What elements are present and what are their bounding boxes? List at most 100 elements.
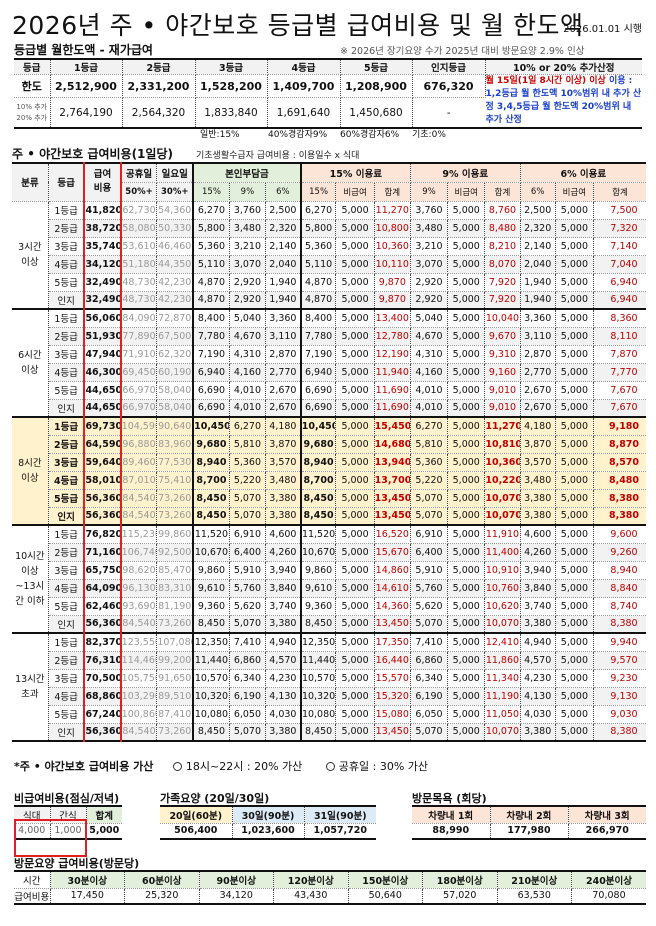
usage15-nonbenefit: 5,000 bbox=[335, 543, 375, 562]
self-15: 10,320 bbox=[192, 687, 230, 706]
usage15-nonbenefit: 5,000 bbox=[335, 471, 375, 490]
self-6: 3,870 bbox=[265, 435, 302, 454]
usage9-nonbenefit: 5,000 bbox=[447, 579, 486, 598]
usage6-total: 7,770 bbox=[593, 363, 646, 382]
usage6-nonbenefit: 5,000 bbox=[555, 669, 595, 688]
sunday-cost: 42,230 bbox=[156, 273, 194, 292]
usage9-total: 10,810 bbox=[484, 435, 521, 454]
limit-extra-value: 2,564,320 bbox=[122, 97, 196, 129]
usage6-nonbenefit: 5,000 bbox=[555, 687, 595, 706]
usage15-nonbenefit: 5,000 bbox=[335, 255, 375, 274]
visit-cost-value: 34,120 bbox=[199, 888, 274, 905]
usage15-nonbenefit: 5,000 bbox=[335, 507, 375, 526]
usage6-nonbenefit: 5,000 bbox=[555, 543, 595, 562]
grade: 인지 bbox=[48, 399, 85, 418]
usage9-total: 8,070 bbox=[484, 255, 521, 274]
table-row: 4등급 34,120 51,180 44,350 5,110 3,070 2,040 5,11… bbox=[12, 255, 646, 274]
self-15: 4,870 bbox=[192, 291, 230, 310]
self-9: 6,340 bbox=[229, 669, 267, 688]
grade: 1등급 bbox=[48, 308, 85, 328]
usage9-fee: 5,070 bbox=[410, 615, 449, 634]
usage6-total: 8,380 bbox=[593, 723, 646, 742]
usage6-nonbenefit: 5,000 bbox=[555, 237, 595, 256]
nb-total: 5,000 bbox=[86, 823, 122, 840]
self-9: 5,220 bbox=[229, 471, 267, 490]
sunday-cost: 75,410 bbox=[156, 471, 194, 490]
subheader-nonbenefit: 비급여 bbox=[555, 182, 595, 202]
self-15: 9,680 bbox=[192, 435, 230, 454]
sunday-cost: 91,650 bbox=[156, 669, 194, 688]
usage15-total: 14,360 bbox=[374, 597, 411, 616]
usage15-nonbenefit: 5,000 bbox=[335, 579, 375, 598]
cost: 44,650 bbox=[83, 399, 122, 418]
sunday-cost: 62,320 bbox=[156, 345, 194, 364]
holiday-cost: 98,620 bbox=[120, 561, 158, 580]
usage15-nonbenefit: 5,000 bbox=[335, 237, 375, 256]
usage9-fee: 6,270 bbox=[410, 416, 449, 436]
self-6: 3,940 bbox=[265, 561, 302, 580]
usage6-total: 7,320 bbox=[593, 219, 646, 238]
surcharge-option-label: 18시~22시 : 20% 가산 bbox=[185, 760, 303, 773]
family-value: 506,400 bbox=[160, 823, 233, 840]
extra-note-blue: 이용 : 1,2등급 월 한도액 10%범위 내 추가 산정 3,4,5등급 월… bbox=[485, 76, 642, 125]
self-15: 12,350 bbox=[192, 632, 230, 652]
self-6: 4,180 bbox=[265, 416, 302, 436]
holiday-cost: 105,750 bbox=[120, 669, 158, 688]
usage9-nonbenefit: 5,000 bbox=[447, 507, 486, 526]
table-row: 4등급 46,300 69,450 60,190 6,940 4,160 2,770 6,94… bbox=[12, 363, 646, 382]
usage15-total: 15,320 bbox=[374, 687, 411, 706]
usage9-nonbenefit: 5,000 bbox=[447, 669, 486, 688]
sunday-cost: 58,040 bbox=[156, 399, 194, 418]
extra-allowance-note: 월 15일(1일 8시간 이상) 이상 이용 : 1,2등급 월 한도액 10%… bbox=[485, 74, 642, 129]
self-9: 6,190 bbox=[229, 687, 267, 706]
holiday-cost: 114,460 bbox=[120, 651, 158, 670]
self-6: 3,570 bbox=[265, 453, 302, 472]
self-9: 6,050 bbox=[229, 705, 267, 724]
sunday-cost: 42,230 bbox=[156, 291, 194, 310]
usage6-total: 8,360 bbox=[593, 308, 646, 328]
grade: 1등급 bbox=[48, 524, 85, 544]
limit-extra-value: 1,833,840 bbox=[195, 97, 268, 129]
sunday-cost: 50,330 bbox=[156, 219, 194, 238]
usage9-fee: 3,070 bbox=[410, 255, 449, 274]
cost: 59,640 bbox=[83, 453, 122, 472]
usage9-nonbenefit: 5,000 bbox=[447, 237, 486, 256]
usage15-total: 16,520 bbox=[374, 524, 411, 544]
bath-header: 차량내 3회 bbox=[568, 806, 646, 824]
sunday-cost: 73,260 bbox=[156, 507, 194, 526]
self-9: 5,070 bbox=[229, 615, 267, 634]
holiday-cost: 103,290 bbox=[120, 687, 158, 706]
sunday-cost: 99,860 bbox=[156, 524, 194, 544]
usage6-nonbenefit: 5,000 bbox=[555, 255, 595, 274]
usage9-nonbenefit: 5,000 bbox=[447, 453, 486, 472]
visit-cost-value: 43,430 bbox=[273, 888, 349, 905]
self-6: 4,940 bbox=[265, 632, 302, 652]
nonbenefit-table: 식대 간식 합계 4,000 1,000 5,000 bbox=[14, 805, 122, 840]
grade: 인지 bbox=[48, 507, 85, 526]
usage9-fee: 4,010 bbox=[410, 399, 449, 418]
family-value: 1,023,600 bbox=[232, 823, 305, 840]
usage9-fee: 2,920 bbox=[410, 273, 449, 292]
self-9: 3,210 bbox=[229, 237, 267, 256]
usage9-fee: 5,220 bbox=[410, 471, 449, 490]
usage9-fee: 6,340 bbox=[410, 669, 449, 688]
usage9-nonbenefit: 5,000 bbox=[447, 561, 486, 580]
effective-date: 2026.01.01 시행 bbox=[563, 24, 642, 35]
usage15-fee: 11,520 bbox=[299, 524, 337, 544]
grade: 2등급 bbox=[48, 435, 85, 454]
limit-value: 1,528,200 bbox=[195, 74, 268, 99]
usage6-fee: 2,770 bbox=[520, 363, 556, 382]
usage15-total: 16,440 bbox=[374, 651, 411, 670]
usage6-fee: 3,110 bbox=[520, 327, 556, 346]
grade: 5등급 bbox=[48, 489, 85, 508]
usage6-fee: 3,570 bbox=[520, 453, 556, 472]
cost: 67,240 bbox=[83, 705, 122, 724]
usage6-fee: 4,570 bbox=[520, 651, 556, 670]
usage15-total: 15,450 bbox=[374, 416, 411, 436]
self-9: 6,270 bbox=[229, 416, 267, 436]
usage15-fee: 8,700 bbox=[299, 471, 337, 490]
grade: 2등급 bbox=[48, 543, 85, 562]
usage6-total: 9,600 bbox=[593, 524, 646, 544]
usage9-fee: 4,160 bbox=[410, 363, 449, 382]
usage9-fee: 2,920 bbox=[410, 291, 449, 310]
